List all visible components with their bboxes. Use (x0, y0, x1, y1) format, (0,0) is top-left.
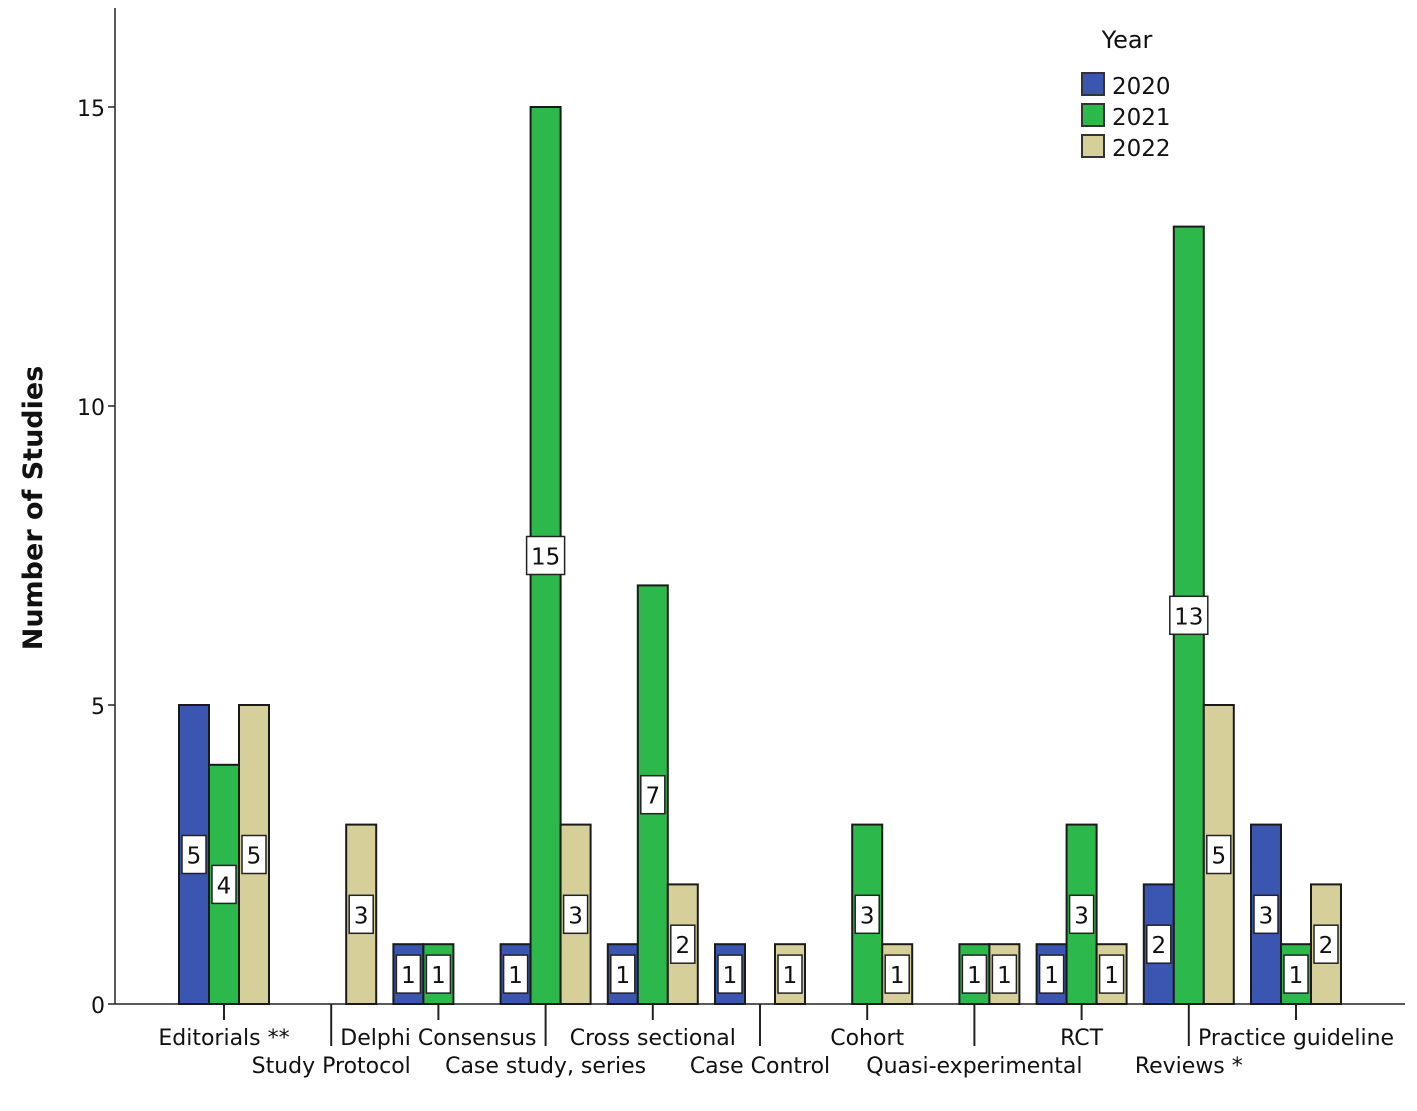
x-tick-label: Reviews * (1135, 1054, 1243, 1079)
x-tick-label: Cohort (830, 1026, 904, 1051)
data-label-box (991, 954, 1018, 994)
legend-title: Year (1101, 26, 1153, 54)
data-label: 1 (997, 963, 1012, 989)
y-tick-label: 0 (91, 994, 105, 1019)
data-label: 2 (1319, 933, 1334, 959)
legend-label: 2022 (1112, 136, 1171, 162)
data-label-box (241, 834, 267, 875)
legend-label: 2021 (1112, 105, 1171, 131)
data-label: 4 (217, 873, 232, 899)
data-label: 3 (1259, 903, 1274, 929)
data-label: 5 (1211, 844, 1226, 870)
data-label-box (1146, 924, 1172, 964)
data-label: 5 (187, 844, 202, 870)
y-axis-label: Number of Studies (18, 366, 49, 651)
data-label: 1 (615, 963, 630, 989)
data-label-box (1068, 894, 1095, 935)
data-label: 1 (1104, 963, 1119, 989)
data-label-box (348, 894, 374, 935)
x-tick-label: Case Control (690, 1054, 830, 1079)
data-label-box (425, 954, 452, 994)
data-label-box (670, 924, 696, 964)
data-label-box (884, 954, 910, 994)
data-label: 1 (783, 963, 798, 989)
data-label-box (1169, 595, 1209, 636)
x-tick-label: Quasi-experimental (866, 1054, 1082, 1079)
data-label-box (395, 954, 422, 994)
data-label: 3 (1074, 903, 1089, 929)
data-label-box (961, 954, 988, 994)
data-label-box (211, 864, 237, 905)
legend: Year 2020 2021 2022 (1081, 26, 1171, 162)
data-label: 1 (1289, 963, 1304, 989)
data-label-box (502, 954, 529, 994)
data-label-box (181, 834, 207, 875)
data-label-box (525, 535, 566, 576)
x-tick-label: Case study, series (445, 1054, 646, 1079)
legend-swatch-2020 (1081, 72, 1105, 96)
data-label: 1 (508, 963, 523, 989)
x-tick-label: Practice guideline (1198, 1026, 1394, 1051)
data-label-box (1283, 954, 1309, 994)
data-label-box (1206, 834, 1232, 875)
data-label: 1 (723, 963, 738, 989)
data-label-box (717, 954, 743, 994)
y-tick-label: 5 (91, 695, 105, 720)
data-label: 13 (1174, 604, 1203, 630)
data-label-box (1098, 954, 1125, 994)
x-tick-label: Cross sectional (570, 1026, 736, 1051)
data-label-box (777, 954, 803, 994)
x-tick-label: Editorials ** (158, 1026, 289, 1051)
data-label: 3 (568, 903, 583, 929)
x-tick-label: Delphi Consensus (340, 1026, 536, 1051)
data-label: 3 (860, 903, 875, 929)
data-label-box (1253, 894, 1279, 935)
data-label: 7 (645, 784, 660, 810)
legend-swatch-2021 (1081, 103, 1105, 127)
legend-swatch-2022 (1081, 134, 1105, 158)
x-tick-label: RCT (1060, 1026, 1104, 1051)
data-label: 15 (531, 545, 560, 571)
data-label: 1 (431, 963, 446, 989)
data-label-box (854, 894, 880, 935)
data-label-box (1313, 924, 1339, 964)
y-tick-label: 10 (77, 396, 105, 421)
data-label: 1 (967, 963, 982, 989)
legend-label: 2020 (1112, 74, 1171, 100)
data-label: 2 (675, 933, 690, 959)
data-label-box (610, 954, 636, 994)
data-label-box (640, 774, 666, 815)
data-label-box (562, 894, 589, 935)
x-tick-label: Study Protocol (252, 1054, 411, 1079)
data-label: 1 (1044, 963, 1059, 989)
data-label-box (1038, 954, 1065, 994)
data-label: 5 (247, 844, 262, 870)
data-label: 2 (1151, 933, 1166, 959)
data-label: 3 (354, 903, 369, 929)
data-label: 1 (890, 963, 905, 989)
data-label: 1 (401, 963, 416, 989)
y-tick-label: 15 (77, 97, 105, 122)
